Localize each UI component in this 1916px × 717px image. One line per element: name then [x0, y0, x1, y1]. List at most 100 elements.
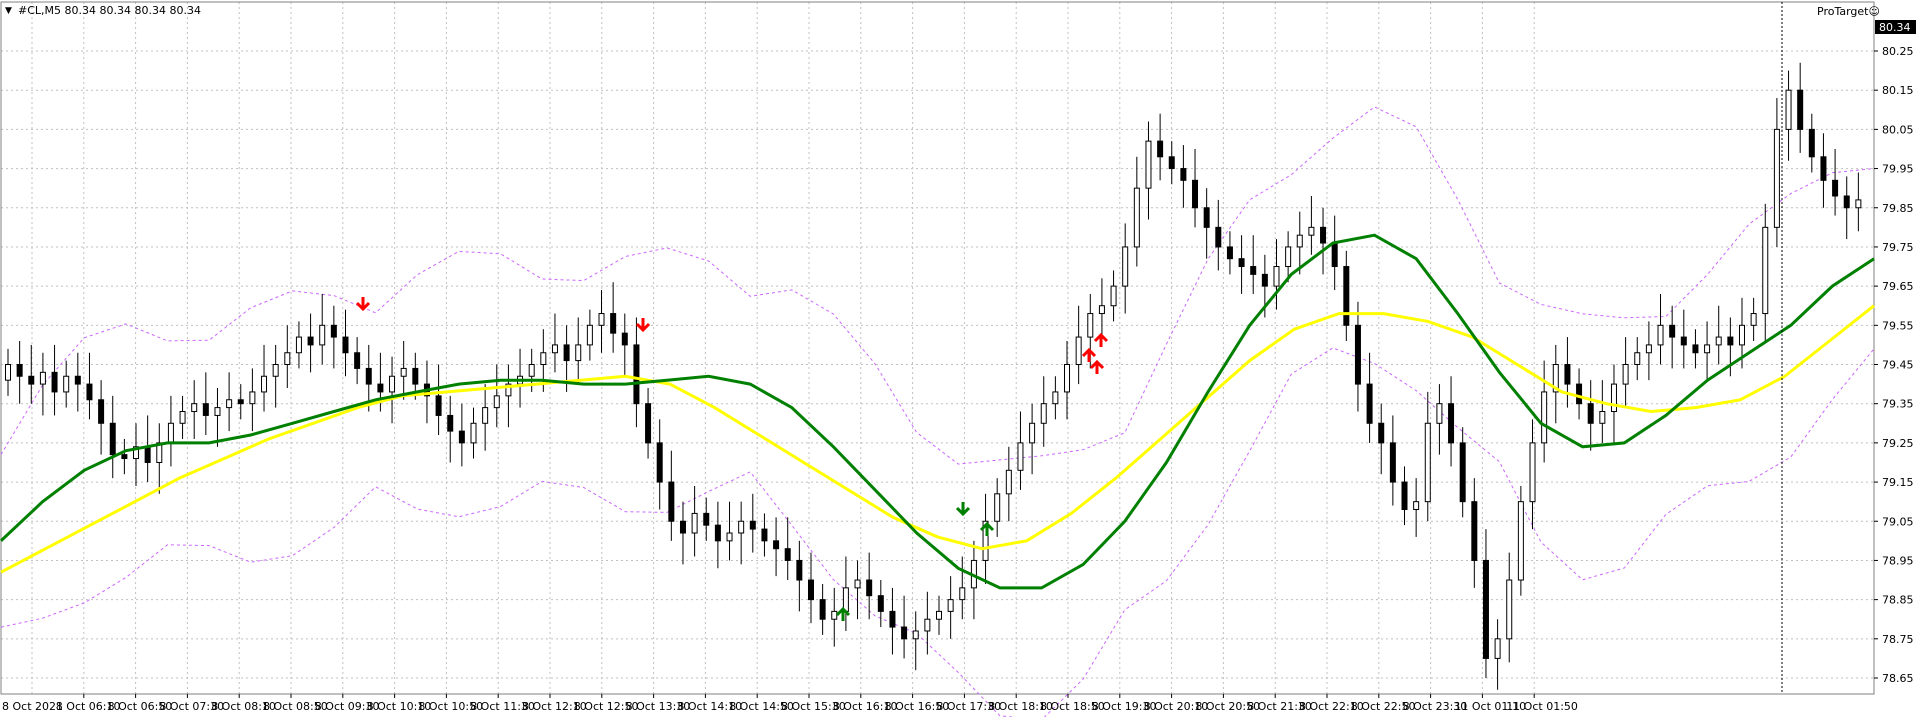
candle [1168, 156, 1175, 170]
x-tick-label: 8 Oct 14:10 [677, 700, 742, 713]
candle [796, 559, 803, 581]
envelope-upper [0, 106, 1875, 465]
x-tick-label: 8 Oct 11:30 [470, 700, 535, 713]
candle [1855, 199, 1862, 209]
candle [505, 383, 512, 397]
candle [1506, 579, 1513, 640]
y-tick-label: 79.45 [1882, 359, 1914, 372]
candle [237, 399, 244, 405]
y-tick-label: 80.25 [1882, 45, 1914, 58]
candle [703, 512, 710, 526]
x-tick-label: 8 Oct 20:10 [1144, 700, 1209, 713]
ma-line [0, 304, 1875, 574]
buy-signal-arrow [1093, 332, 1109, 347]
candle [1762, 226, 1769, 315]
signal-arrows [355, 297, 1109, 621]
candle [1552, 364, 1559, 393]
candle [1843, 195, 1850, 209]
candle [1005, 469, 1012, 495]
y-tick-label: 79.55 [1882, 319, 1914, 332]
candle [656, 442, 663, 483]
candle [1052, 391, 1059, 405]
x-tick-label: 8 Oct 14:50 [729, 700, 794, 713]
y-tick-label: 79.25 [1882, 437, 1914, 450]
candle [1797, 89, 1804, 130]
candle [1098, 305, 1105, 315]
candle [1029, 422, 1036, 444]
candle [621, 332, 628, 346]
candle [1413, 501, 1420, 510]
candle [1075, 336, 1082, 366]
candle [1494, 638, 1501, 659]
candle [39, 371, 46, 385]
candle [1727, 336, 1734, 346]
candle [691, 512, 698, 534]
candle [761, 528, 768, 542]
candle [1331, 242, 1338, 268]
indicator-label: ProTarget☺ [1817, 5, 1880, 18]
candle [738, 520, 745, 534]
y-tick-label: 79.95 [1882, 163, 1914, 176]
chart-grid [1, 2, 1874, 694]
candle [1738, 324, 1745, 346]
candle [1366, 383, 1373, 424]
x-tick-label: 8 Oct 22:10 [1299, 700, 1364, 713]
y-tick-label: 78.65 [1882, 672, 1914, 685]
x-tick-label: 8 Oct 12:50 [574, 700, 639, 713]
candle [1436, 403, 1443, 424]
candle [1448, 403, 1455, 444]
candle [1471, 501, 1478, 561]
sell-signal-arrow [355, 297, 371, 312]
candle [458, 430, 465, 444]
y-tick-label: 78.85 [1882, 594, 1914, 607]
candle [191, 403, 198, 413]
candle [74, 375, 81, 385]
candle [5, 364, 11, 381]
candle [202, 403, 209, 416]
candle [493, 395, 500, 409]
x-tick-label: 8 Oct 20:50 [1195, 700, 1260, 713]
y-tick-label: 79.85 [1882, 202, 1914, 215]
x-tick-label: 8 Oct 15:30 [781, 700, 846, 713]
current-price-tag: 80.34 [1875, 20, 1916, 34]
candle [307, 336, 314, 346]
candle [831, 610, 838, 620]
x-tick-label: 8 Oct 23:30 [1403, 700, 1468, 713]
candle [924, 618, 931, 632]
x-tick-label: 8 Oct 16:10 [833, 700, 898, 713]
candle [901, 626, 908, 640]
candle [947, 599, 954, 612]
candle [1157, 140, 1164, 158]
candle [1308, 226, 1315, 236]
candle [1587, 403, 1594, 424]
candle [1645, 344, 1652, 354]
candle [1180, 168, 1187, 181]
candle [319, 324, 326, 346]
candle [261, 375, 268, 393]
candle [1250, 266, 1257, 275]
candle [133, 446, 140, 460]
candle [807, 579, 814, 601]
candle [633, 344, 640, 405]
candle [1715, 336, 1722, 346]
sell-signal-arrow [955, 502, 971, 517]
candle [668, 481, 675, 522]
candle [389, 375, 396, 393]
candle [1354, 324, 1361, 385]
buy-signal-arrow [835, 606, 851, 621]
candle [1110, 285, 1117, 307]
plot-border [0, 1, 1875, 695]
x-tick-label: 8 Oct 08:50 [263, 700, 328, 713]
candle [167, 422, 174, 444]
candle [1017, 442, 1024, 471]
candle [889, 610, 896, 628]
candle [109, 422, 116, 456]
candle [1122, 246, 1129, 287]
candle [249, 391, 256, 405]
candle [1773, 128, 1780, 228]
candle [1238, 258, 1245, 268]
candle [272, 364, 279, 377]
candle [1296, 234, 1303, 248]
